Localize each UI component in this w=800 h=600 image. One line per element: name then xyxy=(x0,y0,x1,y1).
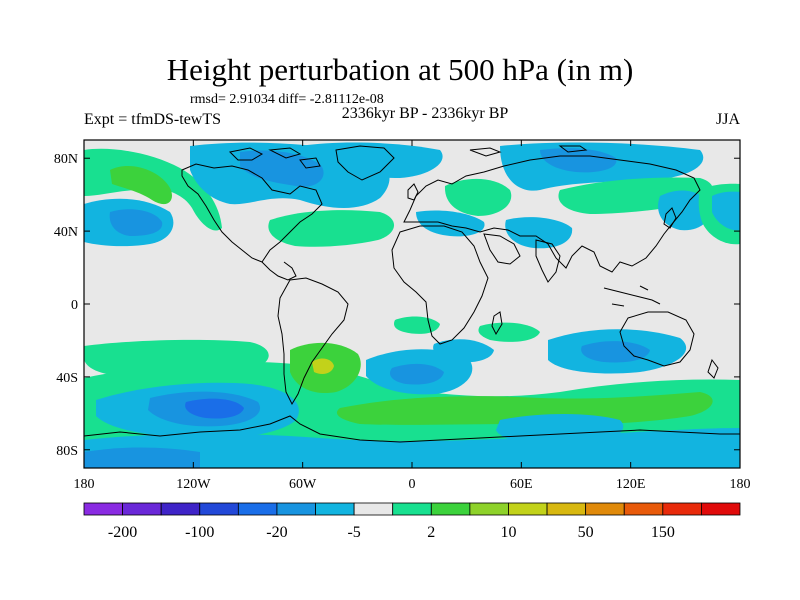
coastline-antarctica xyxy=(84,415,740,443)
coastline-central-america xyxy=(261,261,297,281)
map-plot-area xyxy=(83,139,741,469)
colorbar-label: -5 xyxy=(347,524,360,541)
colorbar-box xyxy=(276,502,316,516)
anomaly-region xyxy=(109,209,163,236)
colorbar-label: -100 xyxy=(185,524,214,541)
anomaly-region xyxy=(268,210,395,247)
colorbar-box xyxy=(662,502,702,516)
colorbar-box xyxy=(199,502,239,516)
y-tick-label: 40S xyxy=(56,371,78,386)
colorbar-label: -200 xyxy=(108,524,137,541)
anomaly-region xyxy=(496,414,624,446)
time-subtitle: 2336kyr BP - 2336kyr BP xyxy=(341,105,509,122)
anomaly-region xyxy=(540,148,617,173)
anomaly-region xyxy=(312,358,334,374)
x-tick-label: 180 xyxy=(730,477,751,492)
map-axes: 80N 40N 0 40S 80S 180 120W 60W 0 60E 120E 180 xyxy=(54,140,751,492)
colorbar-box xyxy=(623,502,664,516)
colorbar-box xyxy=(701,502,741,516)
anomaly-region xyxy=(505,217,573,249)
stats-text: rmsd= 2.91034 diff= -2.81112e-08 xyxy=(190,92,384,107)
colorbar-box xyxy=(237,502,278,516)
x-tick-label: 60E xyxy=(510,477,533,492)
anomaly-region xyxy=(658,190,711,231)
coastline-north-america xyxy=(181,163,323,263)
anomaly-region xyxy=(300,142,443,178)
colorbar-label: 50 xyxy=(578,524,594,541)
coastline-south-america xyxy=(277,277,349,406)
colorbar-box xyxy=(508,502,548,516)
colorbar-box xyxy=(585,502,625,516)
colorbar: -200 -100 -20 -5 2 10 50 150 xyxy=(83,502,741,541)
colorbar-box xyxy=(83,502,123,516)
colorbar-box xyxy=(469,502,509,516)
coastline-new-zealand xyxy=(707,358,719,379)
coastline-madagascar xyxy=(491,311,503,336)
anomaly-fills xyxy=(84,142,740,468)
y-tick-label: 40N xyxy=(54,225,78,240)
x-tick-label: 60W xyxy=(289,477,317,492)
coastline-arabia xyxy=(483,233,521,265)
colorbar-box xyxy=(353,502,394,516)
coastline-indonesia xyxy=(603,285,661,307)
x-tick-label: 120W xyxy=(176,477,211,492)
colorbar-box xyxy=(122,502,162,516)
anomaly-region xyxy=(336,392,713,425)
anomaly-region xyxy=(416,210,485,237)
anomaly-region xyxy=(581,341,650,363)
colorbar-box xyxy=(546,502,587,516)
colorbar-label: 2 xyxy=(427,524,435,541)
y-tick-label: 80S xyxy=(56,444,78,459)
anomaly-region xyxy=(712,191,740,231)
coastline-greenland xyxy=(335,145,395,181)
y-tick-label: 0 xyxy=(71,298,78,313)
colorbar-box xyxy=(160,502,201,516)
page-title: Height perturbation at 500 hPa (in m) xyxy=(166,52,634,87)
anomaly-region xyxy=(433,339,494,363)
anomaly-region xyxy=(84,339,269,376)
colorbar-label: -20 xyxy=(266,524,287,541)
experiment-label: Expt = tfmDS-tewTS xyxy=(84,111,222,128)
anomaly-region xyxy=(110,166,172,205)
x-tick-label: 0 xyxy=(409,477,416,492)
coastline-japan xyxy=(663,207,677,229)
coastline-eurasia xyxy=(403,155,701,273)
anomaly-region xyxy=(478,322,540,342)
anomaly-region xyxy=(444,178,512,216)
anomaly-region xyxy=(185,398,244,419)
coastline-australia xyxy=(619,311,695,367)
colorbar-box xyxy=(430,502,471,516)
y-tick-label: 80N xyxy=(54,152,78,167)
season-label: JJA xyxy=(715,111,740,128)
colorbar-box xyxy=(392,502,432,516)
x-tick-label: 120E xyxy=(616,477,646,492)
anomaly-region xyxy=(84,447,200,468)
coastline-africa xyxy=(391,225,489,345)
x-tick-label: 180 xyxy=(74,477,95,492)
coastline-uk xyxy=(407,183,419,201)
colorbar-label: 150 xyxy=(651,524,675,541)
anomaly-region xyxy=(389,363,444,385)
colorbar-label: 10 xyxy=(500,524,516,541)
colorbar-box xyxy=(315,502,355,516)
coastline-india xyxy=(535,239,561,283)
coastlines xyxy=(84,145,740,443)
coastline-arctic-islands xyxy=(228,145,588,169)
